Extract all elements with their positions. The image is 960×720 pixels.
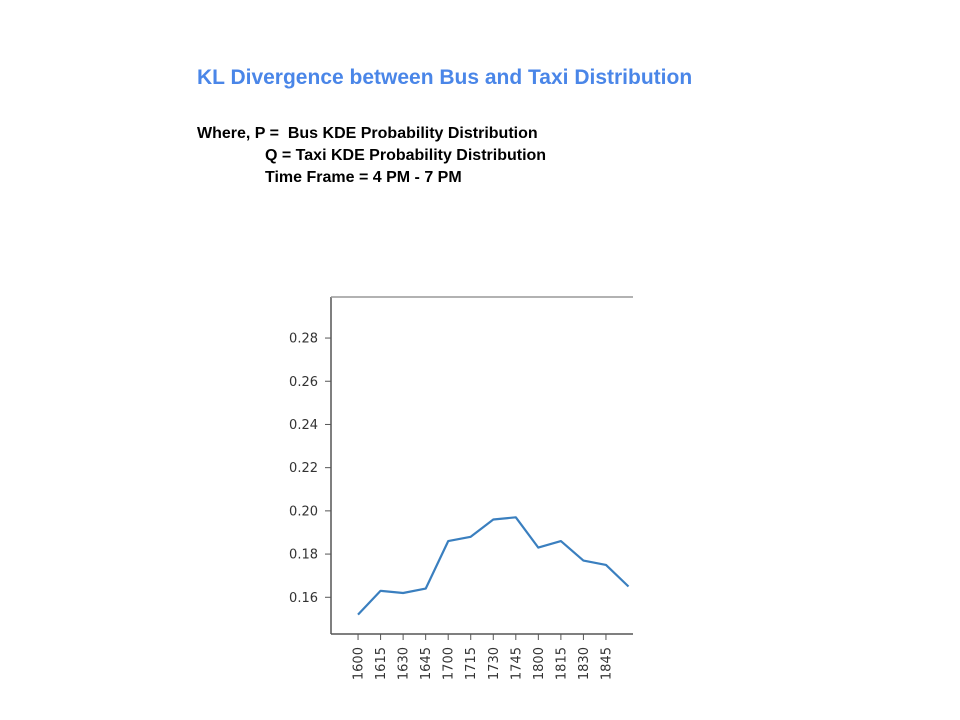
x-tick-label: 1730 xyxy=(487,647,502,680)
x-tick-label: 1700 xyxy=(442,647,457,680)
series xyxy=(357,516,630,616)
y-tick-label: 0.26 xyxy=(289,375,318,390)
y-tick-label: 0.16 xyxy=(289,591,318,606)
x-tick-label: 1815 xyxy=(554,647,569,680)
y-tick-label: 0.28 xyxy=(289,332,318,347)
x-tick-label: 1600 xyxy=(352,647,367,680)
y-tick-label: 0.22 xyxy=(289,461,318,476)
y-tick-label: 0.18 xyxy=(289,548,318,563)
x-tick-label: 1830 xyxy=(577,647,592,680)
x-axis-ticks: 1600 1615 1630 1645 1700 1715 1730 1745 1800 1815… xyxy=(352,634,614,680)
y-tick-label: 0.20 xyxy=(289,504,318,519)
kl-divergence-series-line xyxy=(357,516,630,616)
x-tick-label: 1615 xyxy=(374,647,389,680)
x-tick-label: 1845 xyxy=(599,647,614,680)
y-tick-label: 0.24 xyxy=(289,418,318,433)
description-line-q: Q = Taxi KDE Probability Distribution xyxy=(265,147,547,164)
axes xyxy=(330,296,633,635)
slide-title: KL Divergence between Bus and Taxi Distr… xyxy=(197,66,693,89)
description-line-p: Where, P = Bus KDE Probability Distribut… xyxy=(197,125,538,142)
x-tick-label: 1800 xyxy=(532,647,547,680)
x-tick-label: 1645 xyxy=(419,647,434,680)
y-axis-ticks: 0.16 0.18 0.20 0.22 0.24 0.26 0.28 xyxy=(289,332,331,606)
description-line-time-frame: Time Frame = 4 PM - 7 PM xyxy=(265,169,462,186)
x-tick-label: 1715 xyxy=(464,647,479,680)
x-tick-label: 1630 xyxy=(397,647,412,680)
x-tick-label: 1745 xyxy=(509,647,524,680)
